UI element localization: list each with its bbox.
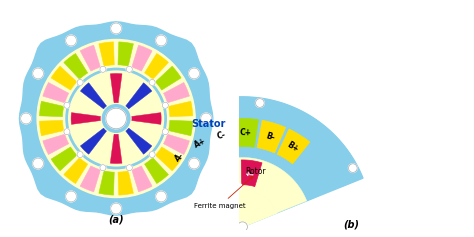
Polygon shape — [132, 166, 152, 192]
Polygon shape — [80, 45, 100, 71]
Polygon shape — [168, 120, 193, 136]
Circle shape — [66, 191, 76, 202]
Polygon shape — [161, 139, 196, 173]
Polygon shape — [164, 134, 190, 155]
Circle shape — [64, 102, 70, 108]
Circle shape — [111, 203, 121, 214]
Circle shape — [100, 66, 106, 72]
Text: Rotor: Rotor — [246, 167, 266, 176]
Circle shape — [163, 102, 168, 108]
Circle shape — [33, 158, 44, 169]
Polygon shape — [180, 148, 316, 201]
Circle shape — [149, 151, 155, 158]
Text: C+: C+ — [240, 128, 252, 137]
Circle shape — [33, 68, 44, 79]
Polygon shape — [213, 190, 277, 227]
Polygon shape — [277, 129, 310, 164]
Polygon shape — [80, 166, 100, 192]
Polygon shape — [241, 160, 262, 187]
Polygon shape — [140, 97, 363, 187]
Polygon shape — [39, 120, 64, 136]
Text: C-: C- — [216, 130, 227, 141]
Polygon shape — [99, 42, 114, 66]
Polygon shape — [132, 113, 161, 124]
Polygon shape — [118, 42, 133, 66]
Polygon shape — [164, 82, 190, 103]
Circle shape — [100, 165, 106, 171]
Circle shape — [236, 184, 242, 190]
Text: B-: B- — [264, 131, 275, 142]
Circle shape — [255, 99, 264, 107]
Polygon shape — [257, 120, 286, 153]
Text: B+: B+ — [285, 140, 300, 154]
Circle shape — [348, 164, 357, 173]
Circle shape — [156, 191, 166, 202]
Polygon shape — [81, 128, 107, 154]
Circle shape — [66, 68, 166, 169]
Polygon shape — [64, 54, 88, 79]
Polygon shape — [126, 83, 152, 109]
Polygon shape — [234, 118, 258, 147]
Polygon shape — [19, 22, 213, 215]
Polygon shape — [145, 54, 168, 79]
Circle shape — [126, 165, 132, 171]
Circle shape — [156, 35, 166, 46]
Circle shape — [134, 157, 146, 169]
Circle shape — [163, 129, 168, 135]
Circle shape — [106, 108, 127, 129]
Polygon shape — [43, 82, 69, 103]
Polygon shape — [126, 128, 152, 154]
Text: (a): (a) — [109, 215, 124, 225]
Circle shape — [37, 40, 195, 197]
Circle shape — [145, 139, 154, 147]
Polygon shape — [110, 134, 122, 164]
Polygon shape — [64, 158, 88, 183]
Polygon shape — [132, 45, 152, 71]
Circle shape — [102, 105, 130, 132]
Text: Stator: Stator — [191, 119, 226, 129]
Circle shape — [64, 129, 70, 135]
Polygon shape — [81, 83, 107, 109]
Text: A-: A- — [173, 150, 186, 163]
Polygon shape — [99, 171, 114, 195]
Polygon shape — [188, 158, 307, 213]
Circle shape — [21, 113, 31, 124]
Circle shape — [189, 158, 200, 169]
Polygon shape — [210, 161, 235, 190]
Polygon shape — [51, 66, 77, 90]
Text: Bolting hole: Bolting hole — [0, 236, 1, 237]
Text: →: → — [219, 169, 229, 182]
Polygon shape — [118, 171, 133, 195]
Circle shape — [126, 66, 132, 72]
Polygon shape — [39, 101, 64, 117]
Polygon shape — [140, 97, 363, 227]
Circle shape — [66, 35, 76, 46]
Circle shape — [77, 151, 83, 158]
Polygon shape — [51, 147, 77, 171]
Circle shape — [201, 113, 211, 124]
Polygon shape — [155, 147, 181, 171]
Circle shape — [111, 23, 121, 34]
Circle shape — [237, 222, 247, 232]
Polygon shape — [110, 73, 122, 103]
Polygon shape — [145, 158, 168, 183]
Circle shape — [189, 68, 200, 79]
Circle shape — [69, 71, 164, 166]
Circle shape — [149, 79, 155, 86]
Text: (b): (b) — [343, 220, 359, 230]
Circle shape — [77, 79, 83, 86]
Polygon shape — [155, 66, 181, 90]
Polygon shape — [206, 119, 233, 151]
Polygon shape — [71, 113, 100, 124]
Polygon shape — [43, 134, 69, 155]
Text: Ferrite magnet: Ferrite magnet — [194, 176, 253, 209]
Text: A+: A+ — [192, 136, 207, 150]
Text: Plastic resin: Plastic resin — [0, 236, 1, 237]
Polygon shape — [168, 101, 193, 117]
Polygon shape — [182, 125, 214, 160]
Text: ↑: ↑ — [245, 168, 255, 178]
